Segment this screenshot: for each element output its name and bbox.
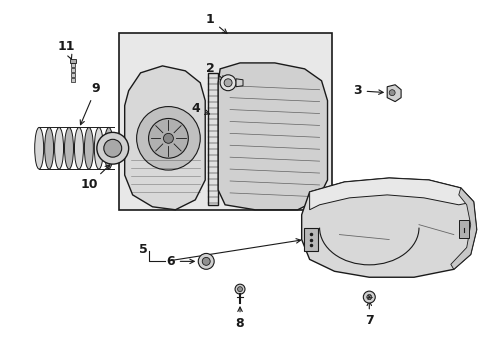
Bar (71, 68, 75, 72)
Text: 11: 11 (57, 40, 75, 59)
Text: 9: 9 (80, 82, 100, 125)
Bar (119, 33, 332, 210)
Bar (458, 220, 468, 238)
Circle shape (366, 294, 371, 300)
Circle shape (97, 132, 128, 164)
Circle shape (103, 139, 122, 157)
Text: 3: 3 (352, 84, 383, 97)
Circle shape (363, 291, 374, 303)
Ellipse shape (35, 127, 43, 169)
Circle shape (198, 253, 214, 269)
Bar (70, 59, 76, 63)
Circle shape (220, 75, 236, 91)
Ellipse shape (64, 127, 73, 169)
Bar (303, 228, 317, 251)
Text: 10: 10 (80, 165, 110, 192)
Polygon shape (218, 63, 327, 210)
Circle shape (237, 287, 242, 292)
Text: 7: 7 (364, 301, 373, 327)
Ellipse shape (104, 127, 113, 169)
Bar (71, 63, 75, 67)
Polygon shape (236, 79, 243, 87)
Ellipse shape (44, 127, 54, 169)
Text: 4: 4 (191, 102, 209, 115)
Text: 1: 1 (205, 13, 226, 33)
Circle shape (136, 107, 200, 170)
Polygon shape (301, 178, 476, 277)
Circle shape (202, 257, 210, 265)
Circle shape (388, 90, 394, 96)
Ellipse shape (55, 127, 63, 169)
Ellipse shape (94, 127, 103, 169)
Text: 8: 8 (235, 307, 244, 330)
Polygon shape (208, 73, 218, 205)
Circle shape (163, 133, 173, 143)
Ellipse shape (84, 127, 93, 169)
Polygon shape (386, 85, 400, 102)
Polygon shape (450, 188, 476, 269)
Text: 5: 5 (139, 243, 148, 256)
Text: 2: 2 (205, 62, 224, 80)
Circle shape (148, 118, 188, 158)
Bar (71, 73, 75, 77)
Polygon shape (309, 178, 473, 210)
Ellipse shape (74, 127, 83, 169)
Circle shape (224, 79, 232, 87)
Text: 6: 6 (166, 255, 194, 268)
Circle shape (235, 284, 244, 294)
Bar (71, 78, 74, 82)
Polygon shape (124, 66, 205, 210)
